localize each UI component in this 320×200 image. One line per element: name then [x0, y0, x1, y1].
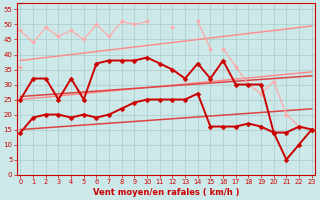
X-axis label: Vent moyen/en rafales ( km/h ): Vent moyen/en rafales ( km/h ) [93, 188, 239, 197]
